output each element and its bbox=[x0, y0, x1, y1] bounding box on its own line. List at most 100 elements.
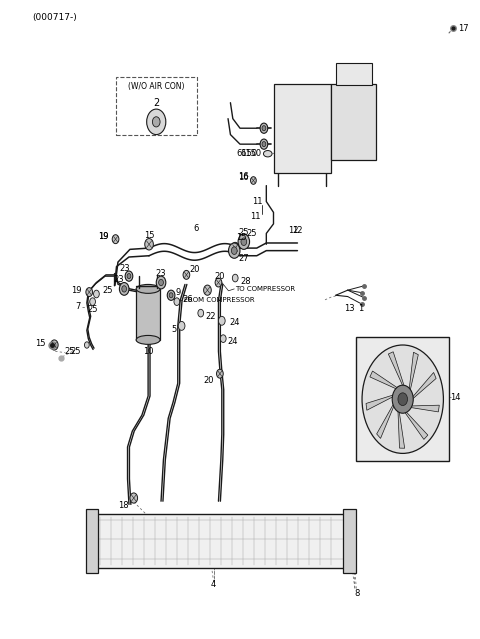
Polygon shape bbox=[388, 352, 404, 387]
Circle shape bbox=[169, 293, 173, 298]
Circle shape bbox=[262, 142, 266, 147]
Polygon shape bbox=[366, 395, 394, 410]
Text: 11: 11 bbox=[252, 197, 263, 206]
Text: 14: 14 bbox=[451, 393, 461, 402]
Text: 17: 17 bbox=[458, 24, 468, 33]
Text: TO COMPRESSOR: TO COMPRESSOR bbox=[235, 286, 295, 292]
Circle shape bbox=[362, 345, 444, 454]
Circle shape bbox=[238, 234, 250, 249]
Text: 24: 24 bbox=[228, 337, 238, 346]
Text: FROM COMPRESSOR: FROM COMPRESSOR bbox=[183, 297, 254, 304]
Circle shape bbox=[158, 279, 163, 286]
Polygon shape bbox=[398, 410, 405, 448]
Bar bbox=[136, 289, 160, 340]
Bar bbox=[274, 84, 331, 173]
Circle shape bbox=[392, 385, 413, 413]
Polygon shape bbox=[404, 412, 428, 440]
Bar bbox=[116, 77, 197, 135]
Circle shape bbox=[50, 340, 58, 350]
Text: 10: 10 bbox=[143, 347, 153, 356]
Circle shape bbox=[122, 286, 127, 292]
Circle shape bbox=[204, 285, 211, 295]
Circle shape bbox=[232, 274, 238, 282]
Circle shape bbox=[216, 369, 223, 378]
Circle shape bbox=[156, 276, 166, 289]
Polygon shape bbox=[409, 352, 418, 391]
Polygon shape bbox=[377, 404, 394, 438]
Text: 19: 19 bbox=[98, 232, 108, 241]
Text: 25: 25 bbox=[87, 305, 98, 314]
Circle shape bbox=[260, 139, 268, 150]
Bar bbox=[86, 509, 98, 573]
Bar bbox=[356, 337, 449, 461]
Text: 9: 9 bbox=[175, 288, 180, 297]
Text: 6150: 6150 bbox=[237, 150, 258, 158]
Bar bbox=[343, 509, 356, 573]
Circle shape bbox=[94, 290, 99, 298]
Text: 23: 23 bbox=[156, 269, 166, 278]
Text: 22: 22 bbox=[205, 312, 216, 321]
Circle shape bbox=[112, 235, 119, 243]
Circle shape bbox=[220, 335, 226, 343]
Ellipse shape bbox=[136, 335, 160, 344]
Circle shape bbox=[183, 270, 190, 279]
Circle shape bbox=[145, 238, 154, 250]
Text: 28: 28 bbox=[240, 277, 251, 286]
Circle shape bbox=[147, 109, 166, 135]
Text: 15: 15 bbox=[144, 231, 154, 240]
Text: 1: 1 bbox=[358, 304, 363, 312]
Text: 25: 25 bbox=[247, 229, 257, 238]
Text: 7: 7 bbox=[76, 302, 81, 311]
Text: 4: 4 bbox=[211, 580, 216, 589]
Text: 15: 15 bbox=[35, 339, 46, 348]
Circle shape bbox=[153, 117, 160, 127]
Circle shape bbox=[241, 238, 247, 245]
Circle shape bbox=[127, 273, 131, 279]
Text: 12: 12 bbox=[292, 226, 302, 235]
Circle shape bbox=[178, 321, 185, 330]
Circle shape bbox=[215, 278, 222, 287]
Text: 15: 15 bbox=[236, 233, 247, 242]
Circle shape bbox=[231, 247, 237, 254]
Text: 2: 2 bbox=[153, 98, 159, 108]
Text: (W/O AIR CON): (W/O AIR CON) bbox=[128, 82, 184, 91]
Text: 19: 19 bbox=[72, 286, 82, 295]
Text: 20: 20 bbox=[204, 376, 214, 385]
Circle shape bbox=[174, 298, 180, 305]
Text: 25: 25 bbox=[239, 228, 249, 237]
Text: 18: 18 bbox=[119, 501, 129, 510]
Text: 25: 25 bbox=[71, 347, 81, 356]
Circle shape bbox=[90, 298, 96, 305]
Bar bbox=[331, 84, 376, 160]
Bar bbox=[96, 514, 345, 568]
Text: (000717-): (000717-) bbox=[32, 13, 76, 22]
Text: 23: 23 bbox=[120, 264, 130, 273]
Text: 20: 20 bbox=[190, 265, 200, 274]
Text: 13: 13 bbox=[344, 304, 354, 312]
Circle shape bbox=[120, 282, 129, 295]
Text: 16: 16 bbox=[238, 171, 249, 181]
Text: 11: 11 bbox=[250, 212, 260, 220]
Circle shape bbox=[260, 123, 268, 134]
Text: 19: 19 bbox=[98, 232, 108, 241]
Ellipse shape bbox=[264, 151, 272, 157]
Bar bbox=[336, 63, 372, 85]
Circle shape bbox=[86, 288, 93, 296]
Text: 6: 6 bbox=[193, 224, 199, 233]
Circle shape bbox=[228, 243, 240, 258]
Text: 24: 24 bbox=[229, 318, 240, 327]
Text: 26: 26 bbox=[182, 295, 193, 304]
Circle shape bbox=[125, 271, 133, 281]
Circle shape bbox=[218, 316, 225, 325]
Text: 16: 16 bbox=[238, 173, 249, 183]
Text: 23: 23 bbox=[114, 275, 124, 284]
Circle shape bbox=[167, 290, 175, 300]
Text: 12: 12 bbox=[288, 226, 299, 235]
Circle shape bbox=[231, 242, 240, 254]
Circle shape bbox=[198, 309, 204, 317]
Circle shape bbox=[84, 342, 89, 348]
Text: 5: 5 bbox=[171, 325, 177, 334]
Text: 20: 20 bbox=[214, 272, 225, 281]
Circle shape bbox=[130, 493, 138, 503]
Circle shape bbox=[251, 176, 256, 184]
